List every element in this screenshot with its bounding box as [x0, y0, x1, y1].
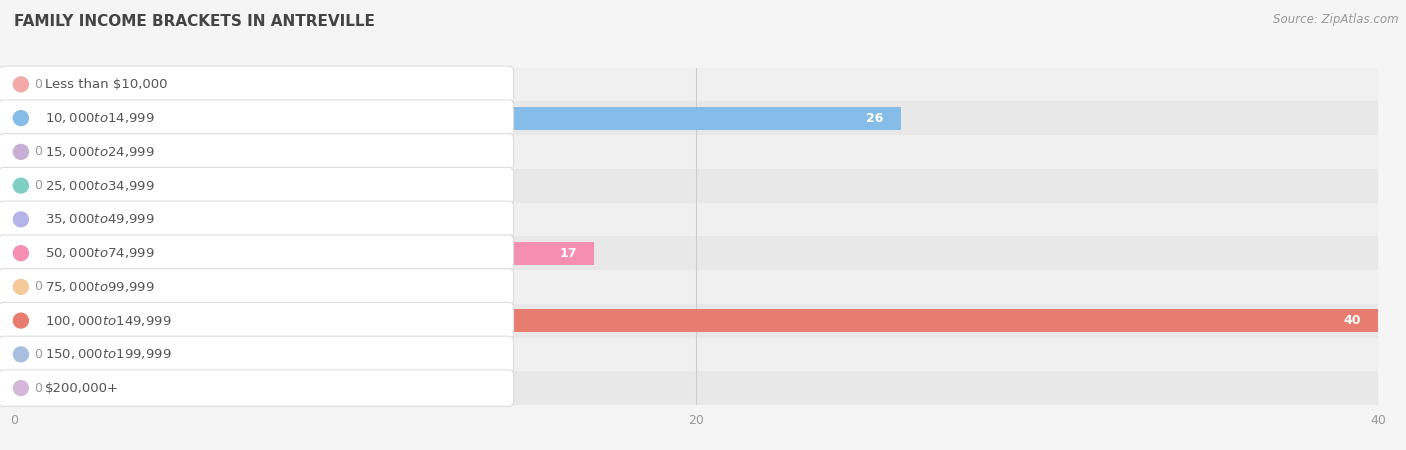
FancyBboxPatch shape — [0, 336, 513, 373]
Bar — [14, 169, 1378, 202]
Bar — [14, 107, 901, 130]
Circle shape — [14, 178, 28, 193]
Text: Source: ZipAtlas.com: Source: ZipAtlas.com — [1274, 14, 1399, 27]
FancyBboxPatch shape — [0, 269, 513, 305]
Bar — [14, 68, 1378, 101]
FancyBboxPatch shape — [0, 235, 513, 271]
Text: 0: 0 — [35, 145, 42, 158]
Text: $15,000 to $24,999: $15,000 to $24,999 — [45, 145, 155, 159]
Bar — [14, 101, 1378, 135]
Circle shape — [14, 246, 28, 261]
Text: 0: 0 — [35, 78, 42, 91]
FancyBboxPatch shape — [0, 134, 513, 170]
Text: $35,000 to $49,999: $35,000 to $49,999 — [45, 212, 155, 226]
Bar — [14, 202, 1378, 236]
Bar — [14, 135, 1378, 169]
FancyBboxPatch shape — [0, 66, 513, 103]
Text: 0: 0 — [35, 280, 42, 293]
Text: FAMILY INCOME BRACKETS IN ANTREVILLE: FAMILY INCOME BRACKETS IN ANTREVILLE — [14, 14, 375, 28]
Text: 40: 40 — [1343, 314, 1361, 327]
FancyBboxPatch shape — [0, 302, 513, 339]
Bar — [14, 208, 184, 231]
Circle shape — [14, 381, 28, 396]
Bar — [14, 242, 593, 265]
Text: Less than $10,000: Less than $10,000 — [45, 78, 167, 91]
Text: 17: 17 — [560, 247, 576, 260]
Bar — [14, 270, 1378, 304]
Circle shape — [14, 347, 28, 362]
Text: $150,000 to $199,999: $150,000 to $199,999 — [45, 347, 172, 361]
Bar — [14, 338, 1378, 371]
Circle shape — [14, 111, 28, 126]
Text: 0: 0 — [35, 382, 42, 395]
Text: $200,000+: $200,000+ — [45, 382, 118, 395]
Text: $100,000 to $149,999: $100,000 to $149,999 — [45, 314, 172, 328]
Circle shape — [14, 77, 28, 92]
Text: $75,000 to $99,999: $75,000 to $99,999 — [45, 280, 155, 294]
Bar — [14, 309, 1378, 332]
Text: 0: 0 — [35, 179, 42, 192]
Bar — [14, 371, 1378, 405]
FancyBboxPatch shape — [0, 100, 513, 136]
Circle shape — [14, 144, 28, 159]
Circle shape — [14, 279, 28, 294]
Text: $50,000 to $74,999: $50,000 to $74,999 — [45, 246, 155, 260]
Bar — [14, 304, 1378, 338]
FancyBboxPatch shape — [0, 167, 513, 204]
Text: 5: 5 — [159, 213, 167, 226]
Bar — [14, 236, 1378, 270]
Text: $25,000 to $34,999: $25,000 to $34,999 — [45, 179, 155, 193]
Text: 0: 0 — [35, 348, 42, 361]
Circle shape — [14, 212, 28, 227]
FancyBboxPatch shape — [0, 201, 513, 238]
Circle shape — [14, 313, 28, 328]
Text: $10,000 to $14,999: $10,000 to $14,999 — [45, 111, 155, 125]
FancyBboxPatch shape — [0, 370, 513, 406]
Text: 26: 26 — [866, 112, 883, 125]
